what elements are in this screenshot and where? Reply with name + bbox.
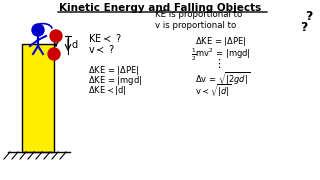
Text: ?: ? (300, 21, 308, 34)
Circle shape (50, 30, 62, 42)
Text: KE is proportional to: KE is proportional to (155, 10, 245, 19)
Text: $\Delta$KE$\prec$|d|: $\Delta$KE$\prec$|d| (88, 84, 127, 97)
Circle shape (32, 24, 44, 36)
Bar (22, 44, 54, 152)
Text: $\Delta$KE = |mgd|: $\Delta$KE = |mgd| (88, 74, 142, 87)
Text: $\Delta$KE = |$\Delta$PE|: $\Delta$KE = |$\Delta$PE| (88, 64, 140, 77)
Text: $\Delta$KE = |$\Delta$PE|: $\Delta$KE = |$\Delta$PE| (195, 35, 246, 48)
Text: v is proportional to: v is proportional to (155, 21, 239, 30)
Text: $\Delta$v = $\sqrt{|2gd|}$: $\Delta$v = $\sqrt{|2gd|}$ (195, 70, 250, 87)
Text: ?: ? (305, 10, 312, 23)
Text: v$\prec$ ?: v$\prec$ ? (88, 43, 115, 55)
Text: v$\prec\sqrt{|d|}$: v$\prec\sqrt{|d|}$ (195, 82, 232, 98)
Text: KE$\prec$ ?: KE$\prec$ ? (88, 32, 122, 44)
Text: Kinetic Energy and Falling Objects: Kinetic Energy and Falling Objects (59, 3, 261, 13)
Text: ⋮: ⋮ (213, 59, 224, 69)
Circle shape (48, 48, 60, 60)
Text: d: d (72, 40, 78, 50)
Text: $\frac{1}{2}$mv$^2$ = |mgd|: $\frac{1}{2}$mv$^2$ = |mgd| (191, 47, 251, 63)
